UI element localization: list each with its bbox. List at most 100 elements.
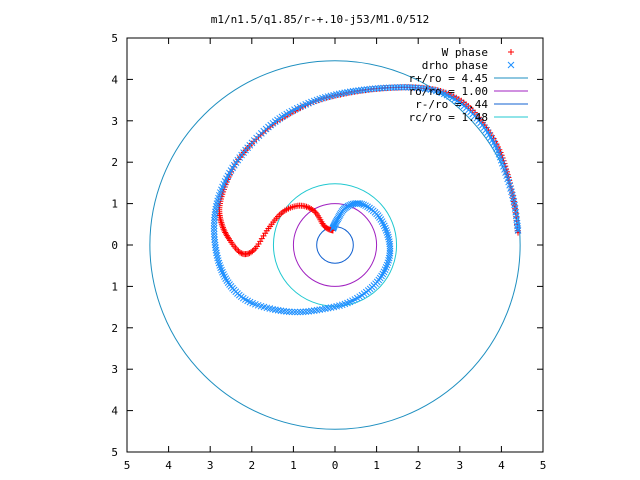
y-tick-label: 2 (111, 322, 118, 335)
drho-phase-marker (211, 233, 218, 241)
drho-phase-marker (388, 84, 396, 91)
drho-phase-marker (364, 203, 371, 211)
y-tick-label: 1 (111, 198, 118, 211)
drho-phase-marker (381, 266, 389, 274)
drho-phase-marker (291, 308, 299, 316)
drho-phase-marker (366, 85, 374, 93)
drho-phase-marker (377, 84, 385, 92)
drho-phase-marker (211, 214, 218, 221)
phase-series (210, 83, 522, 316)
x-tick-label: 2 (248, 459, 255, 472)
drho-phase-marker (419, 85, 426, 92)
drho-phase-marker (355, 87, 362, 94)
y-tick-label: 4 (111, 405, 118, 418)
drho-phase-marker (308, 307, 315, 315)
drho-phase-marker (424, 85, 432, 93)
drho-phase-marker (399, 83, 407, 91)
drho-phase-marker (385, 84, 393, 92)
x-tick-label: 0 (332, 459, 339, 472)
drho-phase-marker (360, 201, 367, 209)
drho-phase-marker (212, 246, 220, 254)
drho-phase-marker (357, 86, 365, 94)
drho-phase-marker (285, 308, 293, 316)
x-tick-label: 5 (124, 459, 131, 472)
drho-phase-marker (369, 85, 376, 93)
drho-phase-marker (416, 84, 423, 92)
drho-phase-marker (217, 264, 224, 272)
y-tick-label: 5 (111, 446, 118, 459)
drho-phase-marker (310, 307, 318, 314)
series-drho-phase (210, 83, 522, 316)
drho-phase-marker (288, 308, 296, 316)
drho-phase-marker (374, 84, 382, 92)
legend-label: drho phase (422, 59, 488, 72)
drho-phase-marker (214, 257, 222, 264)
drho-phase-marker (410, 84, 418, 92)
circle-r-ro-4-45 (149, 60, 521, 430)
drho-phase-marker (280, 307, 288, 315)
drho-phase-marker (381, 224, 389, 232)
x-tick-label: 1 (290, 459, 297, 472)
drho-phase-marker (305, 308, 313, 315)
drho-phase-marker (212, 205, 220, 213)
x-tick-label: 3 (456, 459, 463, 472)
drho-phase-marker (413, 84, 421, 92)
drho-phase-marker (382, 227, 390, 234)
x-tick-label: 4 (165, 459, 172, 472)
drho-phase-marker (371, 85, 379, 92)
drho-phase-marker (379, 270, 387, 278)
x-tick-label: 5 (540, 459, 547, 472)
drho-phase-marker (382, 264, 390, 271)
drho-phase-marker (329, 225, 337, 232)
drho-phase-marker (421, 85, 429, 93)
w-phase-marker (236, 249, 243, 256)
w-phase-marker (311, 208, 318, 215)
drho-phase-marker (214, 254, 221, 262)
circle-rc-ro-1-48 (272, 183, 398, 307)
drho-phase-marker (216, 262, 224, 269)
drho-phase-marker (384, 233, 392, 241)
drho-phase-marker (296, 308, 304, 316)
drho-phase-marker (352, 87, 360, 95)
w-phase-marker (238, 250, 245, 257)
drho-phase-marker (218, 266, 225, 274)
y-tick-label: 3 (111, 115, 118, 128)
chart-title: m1/n1.5/q1.85/r-+.10-j53/M1.0/512 (211, 13, 430, 26)
w-phase-marker (245, 250, 252, 257)
drho-phase-marker (383, 229, 391, 236)
legend-plus-marker (508, 49, 514, 55)
drho-phase-marker (219, 268, 226, 276)
drho-phase-marker (366, 204, 373, 212)
drho-phase-marker (213, 249, 220, 257)
drho-phase-marker (210, 219, 218, 227)
drho-phase-marker (407, 84, 415, 91)
drho-phase-marker (211, 208, 219, 216)
drho-phase-marker (210, 222, 218, 230)
drho-phase-marker (384, 231, 392, 239)
legend-label: ro/ro = 1.00 (409, 85, 488, 98)
drho-phase-marker (221, 273, 228, 280)
circle-r-ro-44 (316, 226, 354, 264)
drho-phase-marker (302, 308, 310, 316)
drho-phase-marker (210, 225, 218, 232)
drho-phase-marker (363, 86, 371, 93)
drho-phase-marker (349, 87, 357, 95)
drho-phase-marker (211, 241, 219, 249)
drho-phase-marker (402, 83, 410, 91)
x-tick-label: 2 (415, 459, 422, 472)
drho-phase-marker (210, 227, 218, 235)
w-phase-marker (249, 248, 256, 255)
drho-phase-marker (277, 307, 285, 315)
drho-phase-marker (316, 306, 324, 314)
y-tick-label: 1 (111, 280, 118, 293)
y-tick-label: 3 (111, 363, 118, 376)
drho-phase-marker (346, 88, 354, 96)
drho-phase-marker (215, 259, 223, 267)
legend-label: W phase (442, 46, 488, 59)
drho-phase-marker (394, 84, 401, 91)
drho-phase-marker (384, 259, 392, 267)
drho-phase-marker (211, 216, 218, 224)
